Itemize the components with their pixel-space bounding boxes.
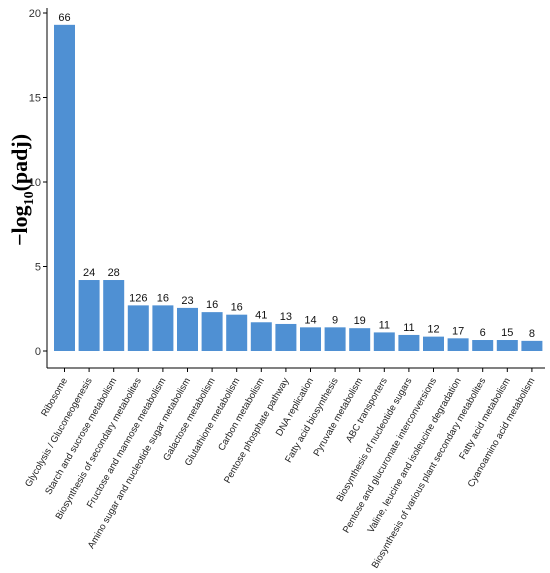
data-label-4: 16 — [157, 292, 169, 304]
data-label-5: 23 — [181, 295, 193, 307]
bar-1 — [78, 280, 100, 351]
bar-16 — [447, 338, 469, 351]
data-label-14: 11 — [403, 322, 414, 334]
data-label-18: 15 — [501, 327, 513, 339]
bars — [54, 24, 543, 352]
data-label-12: 19 — [354, 315, 366, 327]
y-tick-label-0: 0 — [35, 346, 41, 358]
bar-2 — [103, 280, 125, 351]
data-label-7: 16 — [231, 302, 243, 314]
bar-18 — [496, 340, 518, 351]
data-label-1: 24 — [83, 267, 95, 279]
data-labels: 66 24 28 126 16 23 16 16 41 13 14 9 19 11 11 12 17 6 15 8 — [58, 12, 535, 340]
bar-6 — [201, 312, 223, 351]
bar-14 — [398, 334, 420, 351]
category-label-16: Valine, leucine and isoleucine degradati… — [366, 376, 464, 535]
data-label-6: 16 — [206, 299, 218, 311]
data-label-15: 12 — [427, 324, 439, 336]
data-label-17: 6 — [480, 327, 486, 339]
bar-19 — [521, 340, 543, 351]
bar-9 — [275, 323, 297, 351]
data-label-2: 28 — [108, 267, 120, 279]
data-label-13: 11 — [379, 319, 390, 331]
bar-3 — [127, 305, 149, 351]
y-tick-label-1: 5 — [35, 262, 41, 274]
y-axis-title-subscript: 10 — [22, 191, 37, 205]
category-label-15: Pentose and glucuronate interconversions — [341, 376, 439, 535]
data-label-9: 13 — [280, 311, 292, 323]
bar-13 — [373, 332, 395, 351]
y-axis-title-tail: (padj) — [7, 134, 32, 191]
bar-8 — [250, 322, 272, 351]
data-label-19: 8 — [529, 328, 535, 340]
data-label-16: 17 — [452, 325, 464, 337]
y-axis-title-main: −log — [7, 205, 32, 246]
bar-0 — [54, 24, 75, 352]
bar-10 — [300, 327, 321, 351]
bar-11 — [324, 327, 346, 351]
bar-15 — [423, 336, 444, 351]
data-label-11: 9 — [332, 314, 338, 326]
bar-4 — [152, 305, 174, 351]
y-tick-label-3: 15 — [29, 93, 41, 105]
y-axis-title: −log10(padj) — [7, 134, 37, 246]
y-tick-label-4: 20 — [29, 8, 41, 20]
bar-7 — [226, 314, 248, 351]
y-ticks: 0 5 10 15 20 — [29, 8, 47, 358]
bar-17 — [472, 340, 494, 351]
x-ticks — [64, 368, 533, 372]
data-label-0: 66 — [58, 12, 70, 24]
bar-5 — [177, 307, 198, 351]
data-label-10: 14 — [304, 314, 316, 326]
data-label-8: 41 — [255, 309, 267, 321]
y-tick-label-2: 10 — [29, 177, 41, 189]
bar-12 — [349, 328, 371, 351]
data-label-3: 126 — [129, 292, 147, 304]
